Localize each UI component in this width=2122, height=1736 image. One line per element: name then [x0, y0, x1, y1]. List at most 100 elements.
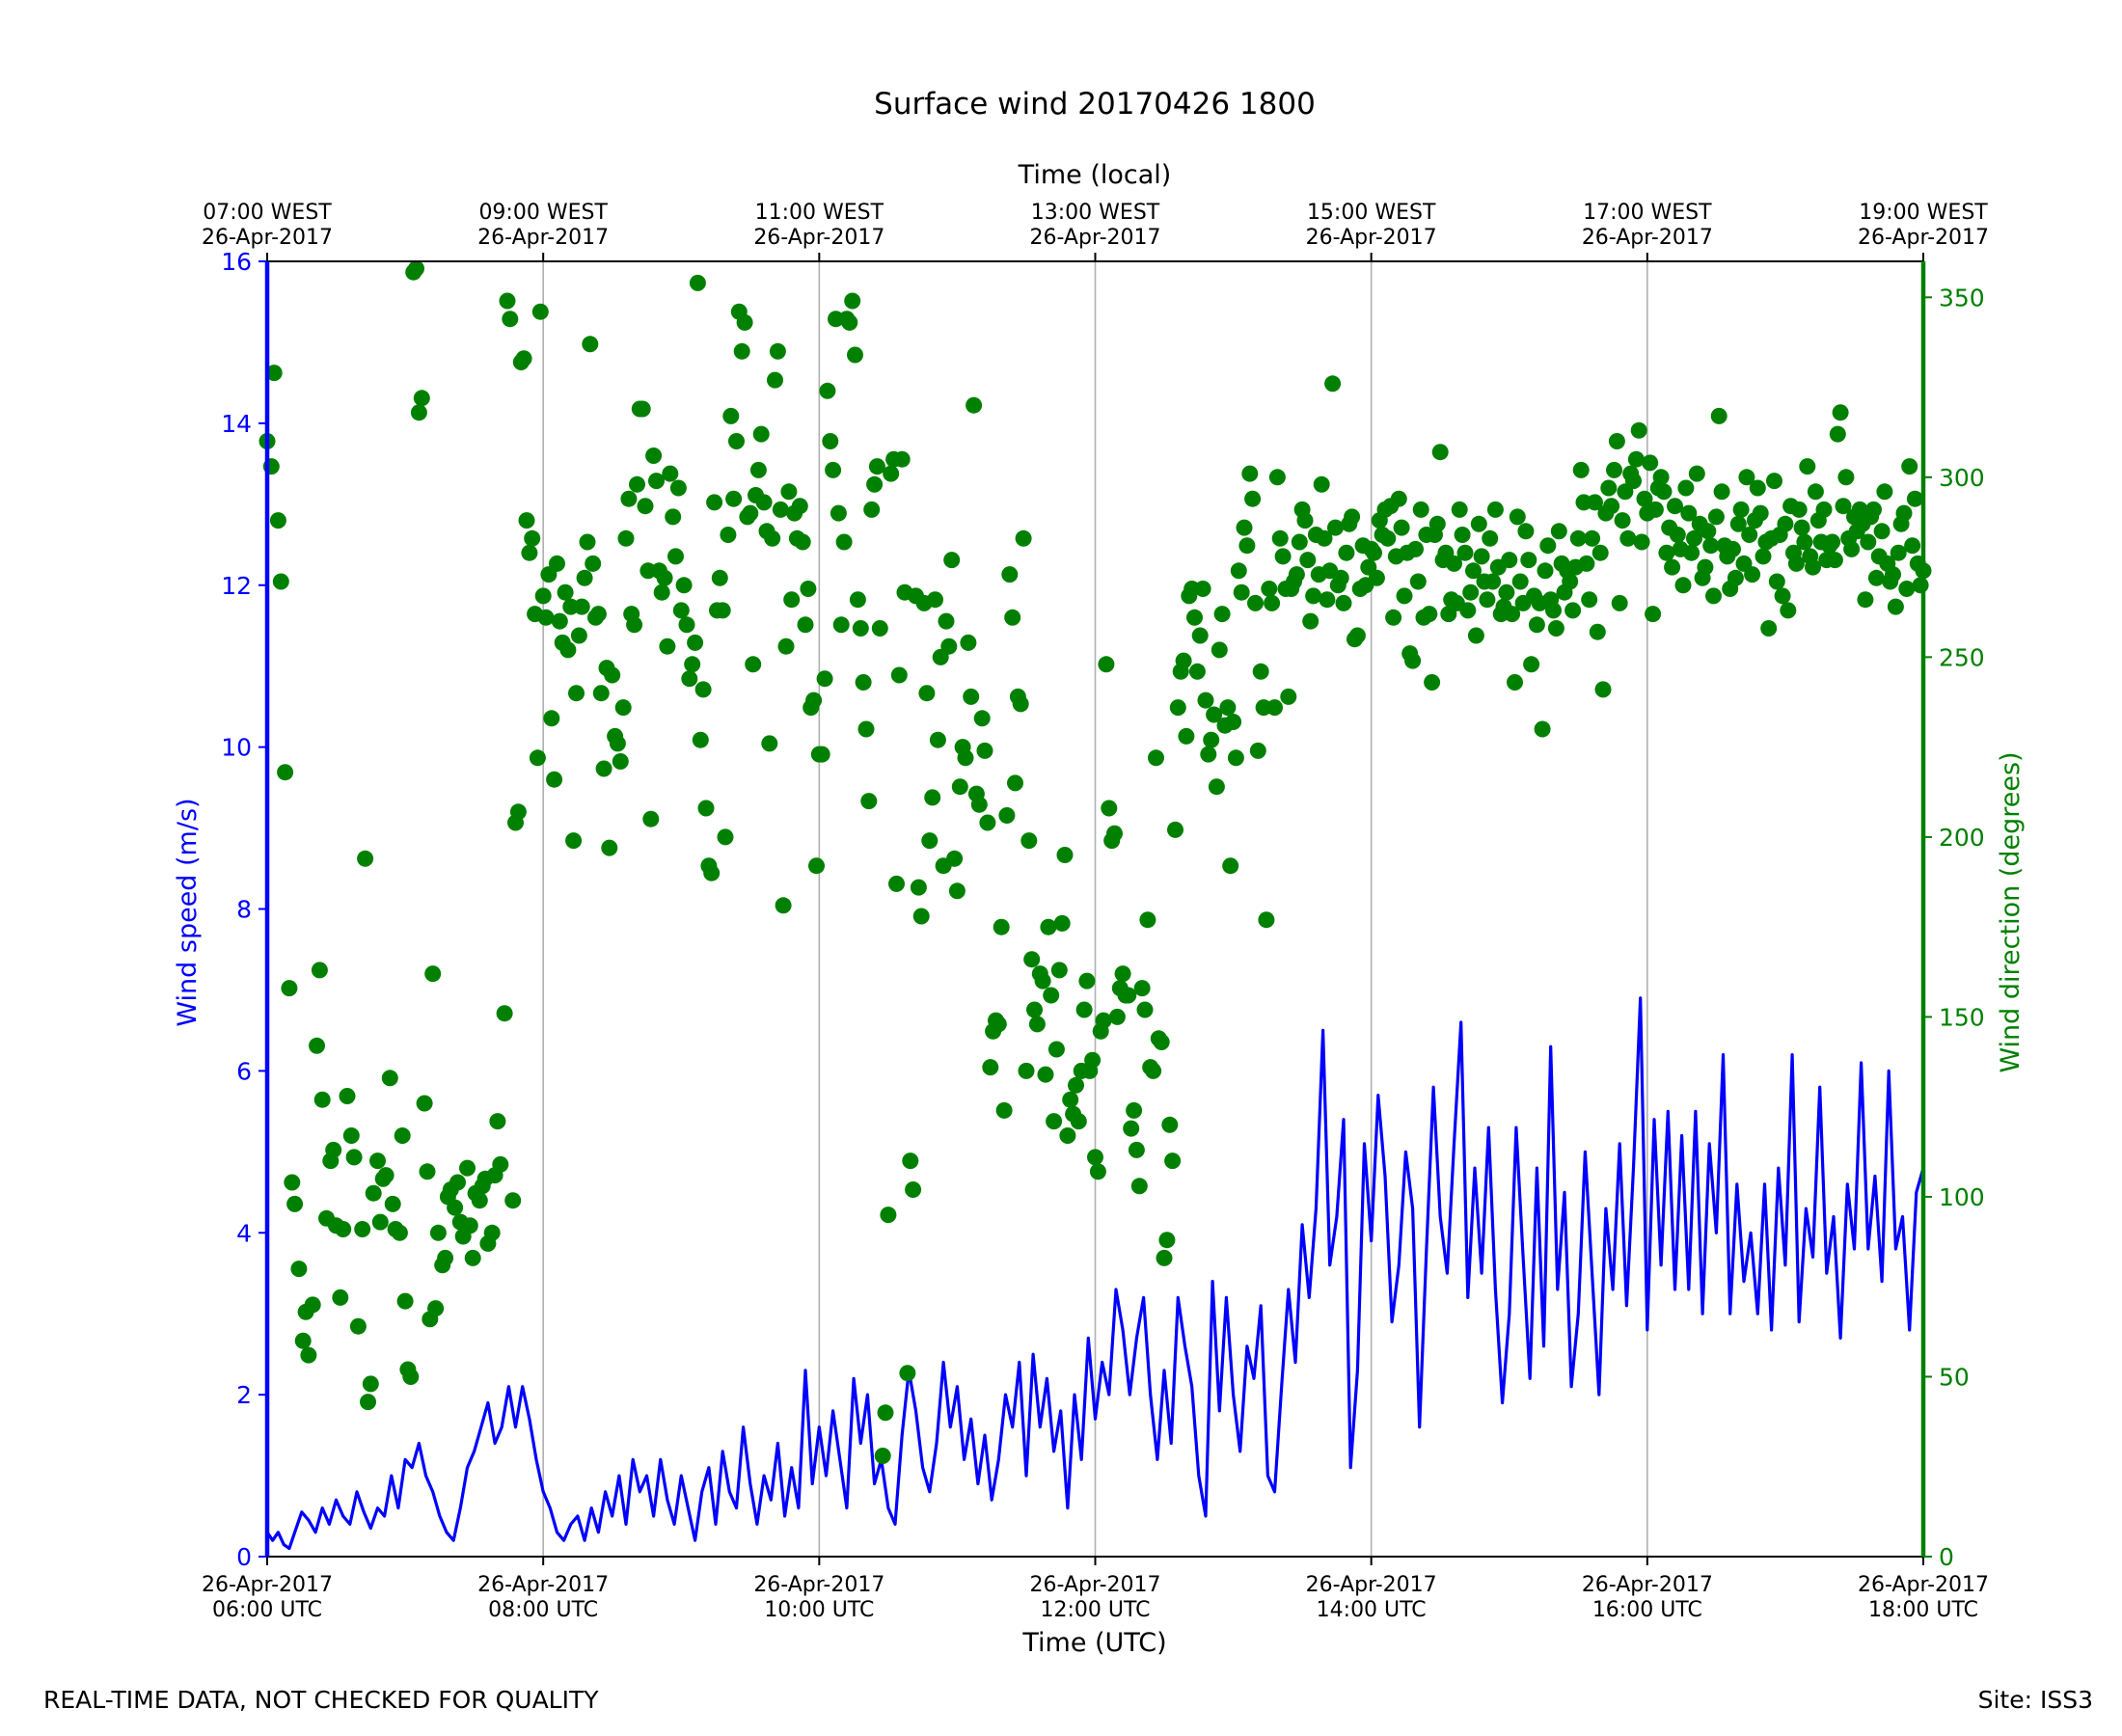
wind-direction-point	[1050, 962, 1068, 979]
wind-direction-point	[711, 569, 728, 586]
wind-direction-point	[761, 735, 778, 752]
wind-direction-point	[626, 616, 643, 634]
wind-direction-point	[612, 753, 629, 770]
wind-direction-point	[1550, 523, 1567, 540]
wind-direction-point	[1658, 544, 1675, 561]
wind-direction-point	[518, 512, 535, 529]
wind-direction-point	[940, 637, 958, 655]
wind-direction-point	[1123, 1120, 1140, 1137]
wind-direction-point	[369, 1153, 386, 1170]
wind-direction-point	[496, 1005, 513, 1022]
wind-direction-point	[335, 1221, 352, 1237]
y2-tick-label: 250	[1939, 643, 1985, 671]
wind-direction-point	[413, 390, 430, 407]
x2-tick-label: 26-Apr-2017	[1858, 226, 1989, 250]
wind-direction-point	[449, 1174, 466, 1191]
wind-direction-point	[1200, 746, 1217, 763]
wind-direction-point	[1241, 465, 1259, 482]
x-tick-label: 26-Apr-2017	[1858, 1573, 1989, 1597]
wind-direction-point	[1087, 1149, 1103, 1166]
wind-direction-point	[1885, 566, 1901, 583]
wind-direction-point	[883, 465, 900, 482]
wind-direction-point	[300, 1346, 317, 1364]
y-tick-label: 2	[236, 1381, 252, 1409]
wind-direction-point	[1128, 1141, 1145, 1158]
wind-direction-point	[819, 382, 836, 399]
wind-direction-point	[871, 620, 888, 637]
wind-direction-point	[1837, 469, 1855, 486]
wind-direction-point	[849, 591, 866, 609]
wind-direction-point	[1710, 407, 1728, 424]
wind-direction-point	[281, 980, 298, 997]
wind-direction-point	[272, 573, 289, 590]
wind-direction-point	[1630, 421, 1647, 439]
wind-direction-point	[1390, 490, 1407, 507]
wind-direction-point	[471, 1192, 488, 1209]
wind-direction-point	[1473, 548, 1490, 565]
wind-direction-point	[391, 1224, 408, 1241]
wind-direction-point	[697, 800, 715, 817]
wind-direction-point	[416, 1095, 433, 1112]
wind-direction-point	[1302, 612, 1319, 630]
wind-direction-point	[1683, 544, 1700, 561]
wind-direction-point	[1738, 469, 1755, 486]
wind-direction-point	[1677, 479, 1695, 497]
wind-direction-point	[1523, 656, 1540, 673]
wind-direction-point	[1906, 490, 1923, 507]
wind-direction-point	[890, 666, 908, 684]
wind-direction-point	[1534, 720, 1551, 738]
wind-direction-point	[1015, 529, 1032, 547]
wind-direction-point	[1603, 498, 1620, 515]
wind-direction-point	[769, 342, 786, 360]
wind-direction-point	[559, 641, 577, 659]
wind-direction-point	[1867, 569, 1885, 586]
wind-direction-point	[780, 483, 798, 501]
wind-direction-point	[1486, 501, 1504, 518]
wind-direction-point	[1101, 800, 1118, 817]
wind-direction-point	[570, 627, 587, 644]
wind-direction-point	[1572, 461, 1590, 478]
wind-direction-point	[1156, 1249, 1173, 1266]
wind-direction-point	[855, 674, 872, 691]
wind-direction-point	[290, 1261, 308, 1278]
wind-direction-point	[294, 1332, 312, 1349]
wind-direction-point	[678, 616, 695, 634]
wind-direction-point	[1592, 544, 1609, 561]
wind-direction-point	[880, 1207, 897, 1224]
wind-direction-point	[1796, 533, 1813, 551]
wind-direction-point	[342, 1127, 360, 1144]
wind-direction-point	[1178, 727, 1195, 745]
wind-direction-point	[1412, 501, 1429, 518]
wind-direction-point	[1504, 606, 1521, 623]
wind-direction-point	[1528, 616, 1545, 634]
wind-direction-point	[1760, 620, 1778, 637]
y2-tick-label: 50	[1939, 1363, 1970, 1391]
wind-direction-point	[982, 1059, 999, 1076]
wind-direction-point	[1421, 606, 1438, 623]
x2-tick-label: 26-Apr-2017	[1306, 226, 1437, 250]
wind-direction-point	[1261, 581, 1278, 597]
wind-direction-point	[1098, 656, 1115, 673]
wind-direction-point	[1258, 911, 1275, 929]
wind-direction-point	[948, 882, 966, 900]
y2-tick-label: 300	[1939, 464, 1985, 492]
wind-direction-point	[384, 1195, 401, 1212]
wind-direction-point	[1194, 581, 1211, 597]
wind-direction-point	[767, 371, 783, 389]
wind-direction-point	[1106, 825, 1123, 842]
wind-direction-point	[1829, 425, 1846, 443]
wind-direction-point	[1826, 552, 1843, 569]
x-axis-label: Time (UTC)	[1021, 1628, 1166, 1658]
wind-direction-point	[687, 634, 704, 651]
wind-direction-point	[1288, 566, 1305, 583]
wind-direction-point	[1186, 609, 1203, 626]
wind-direction-point	[362, 1375, 379, 1393]
wind-direction-point	[1805, 558, 1821, 576]
wind-direction-point	[408, 260, 424, 277]
wind-direction-point	[1517, 523, 1535, 540]
x-tick-label: 12:00 UTC	[1040, 1598, 1150, 1622]
wind-direction-point	[1379, 529, 1397, 547]
wind-direction-point	[1047, 1041, 1065, 1058]
x-tick-label: 06:00 UTC	[212, 1598, 322, 1622]
